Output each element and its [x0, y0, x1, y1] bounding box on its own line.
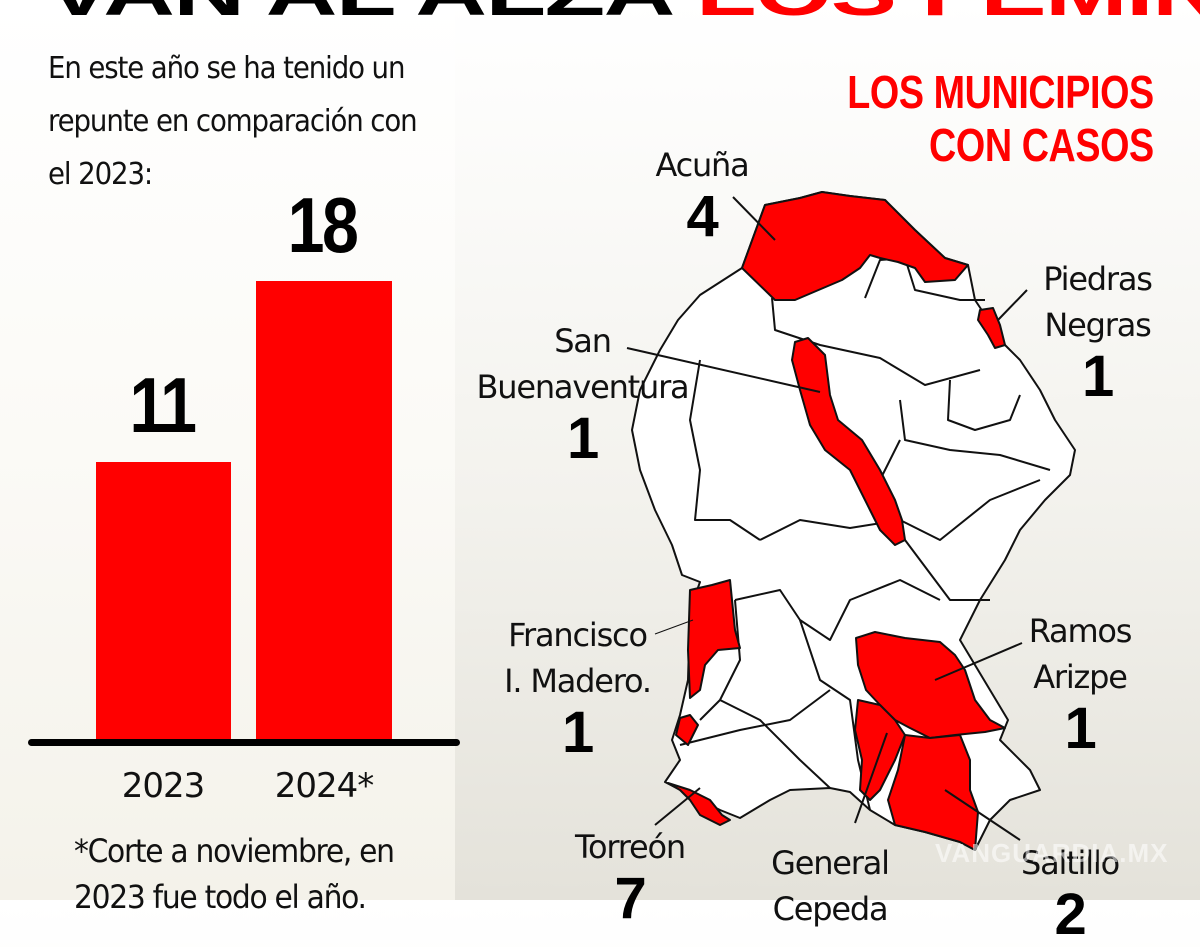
label-acuna: Acuña 4 [632, 142, 772, 246]
region-francisco-madero [687, 579, 741, 699]
label-francisco-madero: Francisco I. Madero. 1 [495, 612, 660, 762]
map-title-line1: LOS MUNICIPIOS [847, 66, 1154, 118]
leader-acuna [732, 196, 776, 241]
leader-san-buenaventura [626, 347, 821, 393]
region-fm-south [675, 714, 699, 746]
label-saltillo-count: 2 [1054, 882, 1086, 947]
headline-part2: LOS FEMINICIDIOS [696, 0, 1200, 29]
label-ramos-arizpe-name2: Arizpe [1033, 658, 1128, 696]
label-general-cepeda: General Cepeda [760, 840, 900, 932]
region-acuna [741, 191, 969, 301]
leader-piedras-negras [997, 289, 1028, 321]
bar-2024 [256, 281, 392, 742]
label-francisco-madero-name2: I. Madero. [504, 662, 652, 700]
label-piedras-negras: Piedras Negras 1 [1030, 256, 1165, 406]
region-saltillo [887, 734, 979, 851]
label-ramos-arizpe-count: 1 [1064, 696, 1096, 761]
bar-2023 [96, 462, 231, 742]
map-title: LOS MUNICIPIOS CON CASOS [847, 66, 1154, 172]
bar-value-2024: 18 [287, 181, 359, 269]
label-general-cepeda-name1: General [771, 844, 890, 882]
label-torreon-count: 7 [614, 866, 646, 931]
region-torreon [667, 782, 731, 826]
region-piedras-negras [977, 307, 1006, 349]
label-torreon-name: Torreón [575, 828, 686, 866]
leader-saltillo [944, 789, 1021, 841]
bar-value-2023: 11 [129, 361, 198, 449]
label-san-buenaventura-name1: San [554, 322, 612, 360]
label-san-buenaventura-count: 1 [566, 406, 599, 471]
label-san-buenaventura-name2: Buenaventura [476, 368, 690, 406]
coahuila-map [626, 191, 1076, 851]
label-acuna-name: Acuña [655, 146, 749, 184]
map-title-line2: CON CASOS [929, 119, 1154, 171]
region-ramos-arizpe [855, 631, 1006, 739]
label-piedras-negras-count: 1 [1081, 344, 1114, 409]
watermark: VANGUARDIA.MX [935, 838, 1169, 868]
intro-text: En este año se ha tenido un repunte en c… [48, 51, 418, 192]
label-torreon: Torreón 7 [560, 824, 700, 928]
label-san-buenaventura: San Buenaventura 1 [470, 318, 695, 468]
label-francisco-madero-name1: Francisco [508, 616, 648, 654]
region-san-buenaventura [791, 337, 906, 546]
label-general-cepeda-name2: Cepeda [772, 890, 889, 928]
label-ramos-arizpe-name1: Ramos [1028, 612, 1133, 650]
label-francisco-madero-count: 1 [561, 700, 594, 765]
label-saltillo-name: Saltillo [1020, 844, 1120, 882]
leader-general-cepeda [854, 732, 888, 824]
label-piedras-negras-name1: Piedras [1043, 260, 1153, 298]
headline: VAN AL ALZA LOS FEMINICIDIOS [46, 0, 1200, 30]
chart-baseline [28, 739, 460, 746]
label-ramos-arizpe: Ramos Arizpe 1 [1010, 608, 1150, 758]
leader-torreon [654, 787, 701, 826]
category-label-2023: 2023 [121, 766, 206, 806]
headline-part1: VAN AL ALZA [46, 0, 672, 29]
leader-ramos-arizpe [934, 642, 1023, 681]
category-label-2024: 2024* [274, 766, 375, 806]
label-acuna-count: 4 [686, 184, 718, 249]
label-piedras-negras-name2: Negras [1044, 306, 1151, 344]
leader-francisco-madero [654, 619, 694, 635]
